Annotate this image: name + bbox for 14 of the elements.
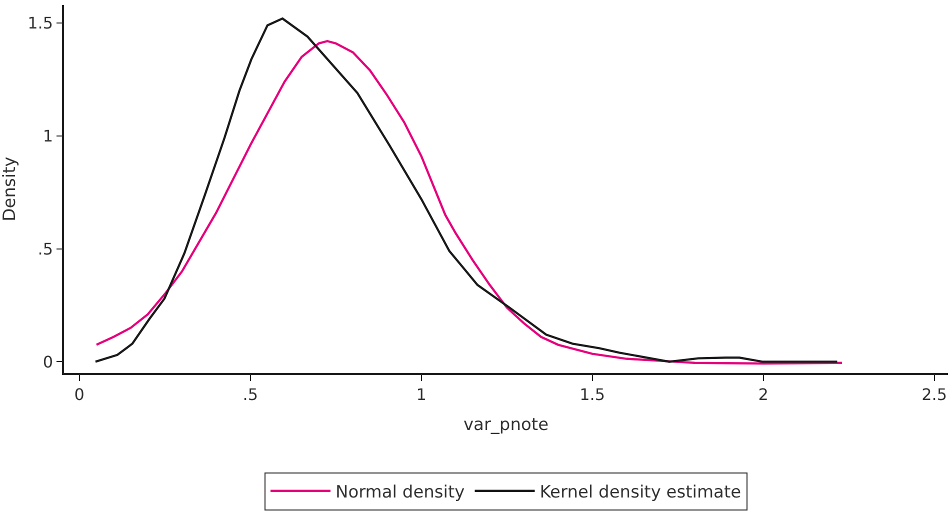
- legend-label: Kernel density estimate: [540, 482, 742, 503]
- x-tick-label: 0: [74, 384, 84, 404]
- y-axis-title: Density: [0, 156, 20, 222]
- legend-label: Normal density: [336, 482, 465, 503]
- x-tick-label: 1.5: [580, 384, 606, 404]
- x-axis-title: var_pnote: [463, 414, 549, 435]
- x-tick-label: 1: [416, 384, 426, 404]
- y-tick-label: 1.5: [28, 14, 54, 33]
- x-tick-label: 2.5: [922, 384, 948, 404]
- y-tick-label: 1: [42, 126, 54, 146]
- y-tick-label: .5: [38, 239, 54, 258]
- y-tick-label: 0: [42, 352, 54, 372]
- x-tick-label: .5: [242, 384, 258, 404]
- x-tick-label: 2: [758, 384, 768, 404]
